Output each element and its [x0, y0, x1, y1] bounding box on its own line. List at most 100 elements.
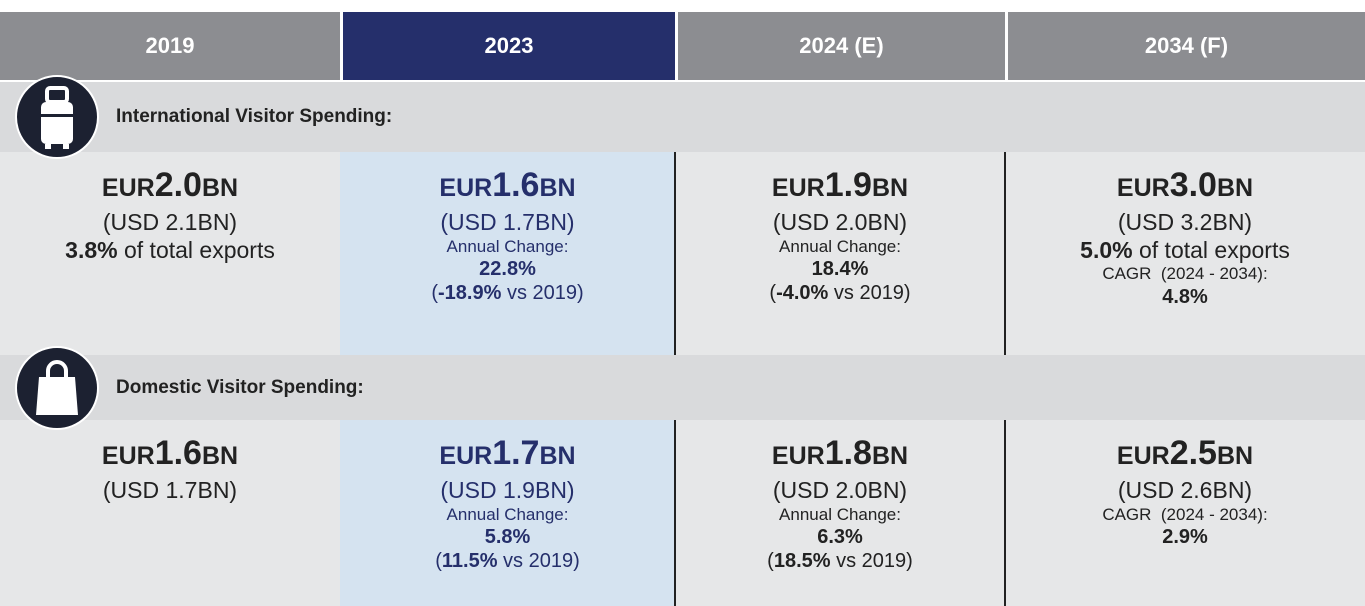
text-part: of total exports	[1132, 236, 1290, 263]
amount: EUR2.5BN	[1117, 434, 1253, 473]
amount-part: EUR	[771, 442, 825, 470]
amount-part: 1.6	[154, 434, 202, 472]
amount-part: BN	[201, 174, 239, 202]
text-line: (USD 2.6BN)	[1118, 477, 1252, 505]
text-line: (-18.9% vs 2019)	[431, 281, 583, 305]
text-line: Annual Change:	[447, 505, 569, 525]
text-part: (USD 2.0BN)	[772, 209, 908, 235]
text-part: 3.8%	[65, 236, 118, 263]
amount-part: BN	[1216, 442, 1254, 470]
cell: EUR2.0BN (USD 2.1BN) 3.8% of total exports	[0, 152, 340, 355]
section-icon	[14, 345, 100, 431]
amount-part: EUR	[439, 174, 493, 202]
amount-part: EUR	[101, 174, 155, 202]
text-part: 6.3%	[817, 525, 863, 548]
text-line: 2.9%	[1162, 525, 1208, 549]
amount-part: BN	[871, 442, 909, 470]
amount: EUR2.0BN	[102, 166, 238, 205]
column-divider	[1004, 152, 1006, 355]
text-line: (USD 1.7BN)	[103, 477, 237, 505]
amount-part: 3.0	[1169, 166, 1217, 204]
amount: EUR1.9BN	[772, 166, 908, 205]
column-header: 2034 (F)	[1005, 12, 1365, 80]
cell: EUR1.7BN (USD 1.9BN) Annual Change: 5.8% (11…	[340, 420, 675, 606]
text-part: (USD 1.7BN)	[440, 209, 575, 235]
cell: EUR1.6BN (USD 1.7BN) Annual Change: 22.8% (-…	[340, 152, 675, 355]
section-bar	[0, 82, 1365, 152]
column-divider	[674, 420, 676, 606]
column-divider	[674, 152, 676, 355]
column-header: 2024 (E)	[675, 12, 1005, 80]
section-icon	[14, 74, 100, 160]
text-part: 5.8%	[484, 525, 531, 548]
text-line: (-4.0% vs 2019)	[769, 281, 910, 305]
text-part: (USD 3.2BN)	[1117, 209, 1253, 235]
text-line: (USD 2.0BN)	[773, 209, 907, 237]
section-title: International Visitor Spending:	[116, 106, 393, 127]
text-line: 6.3%	[817, 525, 863, 549]
text-line: (18.5% vs 2019)	[767, 549, 913, 573]
text-part: -18.9%	[438, 281, 502, 304]
text-part: Annual Change:	[446, 504, 569, 524]
amount-part: EUR	[771, 174, 825, 202]
text-part: vs 2019)	[830, 549, 913, 572]
text-part: of total exports	[117, 236, 275, 263]
bag-icon	[15, 345, 99, 430]
cell: EUR2.5BN (USD 2.6BN) CAGR (2024 - 2034): 2.…	[1005, 420, 1365, 606]
amount: EUR1.6BN	[439, 166, 575, 205]
cell: EUR1.9BN (USD 2.0BN) Annual Change: 18.4% (-…	[675, 152, 1005, 355]
text-line: CAGR (2024 - 2034):	[1102, 505, 1267, 525]
amount-part: BN	[871, 174, 909, 202]
amount-part: EUR	[1116, 174, 1170, 202]
text-part: vs 2019)	[501, 281, 584, 304]
section-title: Domestic Visitor Spending:	[116, 376, 364, 398]
text-part: vs 2019)	[828, 281, 911, 304]
cell: EUR1.8BN (USD 2.0BN) Annual Change: 6.3% (18…	[675, 420, 1005, 606]
cell: EUR3.0BN (USD 3.2BN) 5.0% of total exports…	[1005, 152, 1365, 355]
text-part: (USD 2.0BN)	[772, 477, 908, 503]
amount: EUR3.0BN	[1117, 166, 1253, 205]
text-part: 11.5%	[441, 549, 498, 572]
text-part: 2.9%	[1162, 525, 1208, 548]
text-part: CAGR (2024 - 2034):	[1102, 264, 1268, 284]
text-line: 5.0% of total exports	[1080, 237, 1290, 265]
amount-part: EUR	[439, 442, 493, 470]
text-line: 22.8%	[479, 257, 536, 281]
text-part: 18.5%	[773, 549, 831, 572]
amount-part: 1.9	[824, 166, 872, 204]
text-part: 5.0%	[1080, 236, 1133, 263]
amount-part: BN	[539, 174, 576, 202]
amount-part: EUR	[101, 442, 155, 470]
text-part: 22.8%	[479, 257, 536, 280]
text-line: Annual Change:	[447, 237, 569, 257]
text-line: (USD 2.1BN)	[103, 209, 237, 237]
text-line: (11.5% vs 2019)	[435, 549, 580, 573]
text-part: Annual Change:	[779, 236, 901, 256]
text-part: (USD 1.7BN)	[102, 477, 238, 503]
amount-part: 1.6	[492, 166, 540, 204]
text-part: 4.8%	[1162, 285, 1208, 308]
amount-part: BN	[201, 442, 239, 470]
amount-part: BN	[1216, 174, 1254, 202]
text-part: (	[435, 549, 442, 572]
amount: EUR1.7BN	[439, 434, 575, 473]
column-header: 2019	[0, 12, 340, 80]
amount-part: 2.0	[154, 166, 202, 204]
amount-part: 1.8	[824, 434, 872, 472]
amount-part: EUR	[1116, 442, 1170, 470]
column-divider	[1004, 420, 1006, 606]
text-line: CAGR (2024 - 2034):	[1102, 264, 1267, 284]
text-line: 5.8%	[485, 525, 531, 549]
amount: EUR1.8BN	[772, 434, 908, 473]
text-line: (USD 1.7BN)	[440, 209, 574, 237]
text-line: Annual Change:	[779, 505, 901, 525]
text-part: CAGR (2024 - 2034):	[1102, 504, 1268, 524]
text-part: (	[431, 281, 439, 304]
text-part: Annual Change:	[779, 504, 901, 524]
text-part: Annual Change:	[446, 236, 569, 256]
text-part: (USD 2.6BN)	[1117, 477, 1253, 503]
text-part: (	[769, 281, 777, 304]
section-bar	[0, 355, 1365, 420]
text-line: 18.4%	[812, 257, 869, 281]
